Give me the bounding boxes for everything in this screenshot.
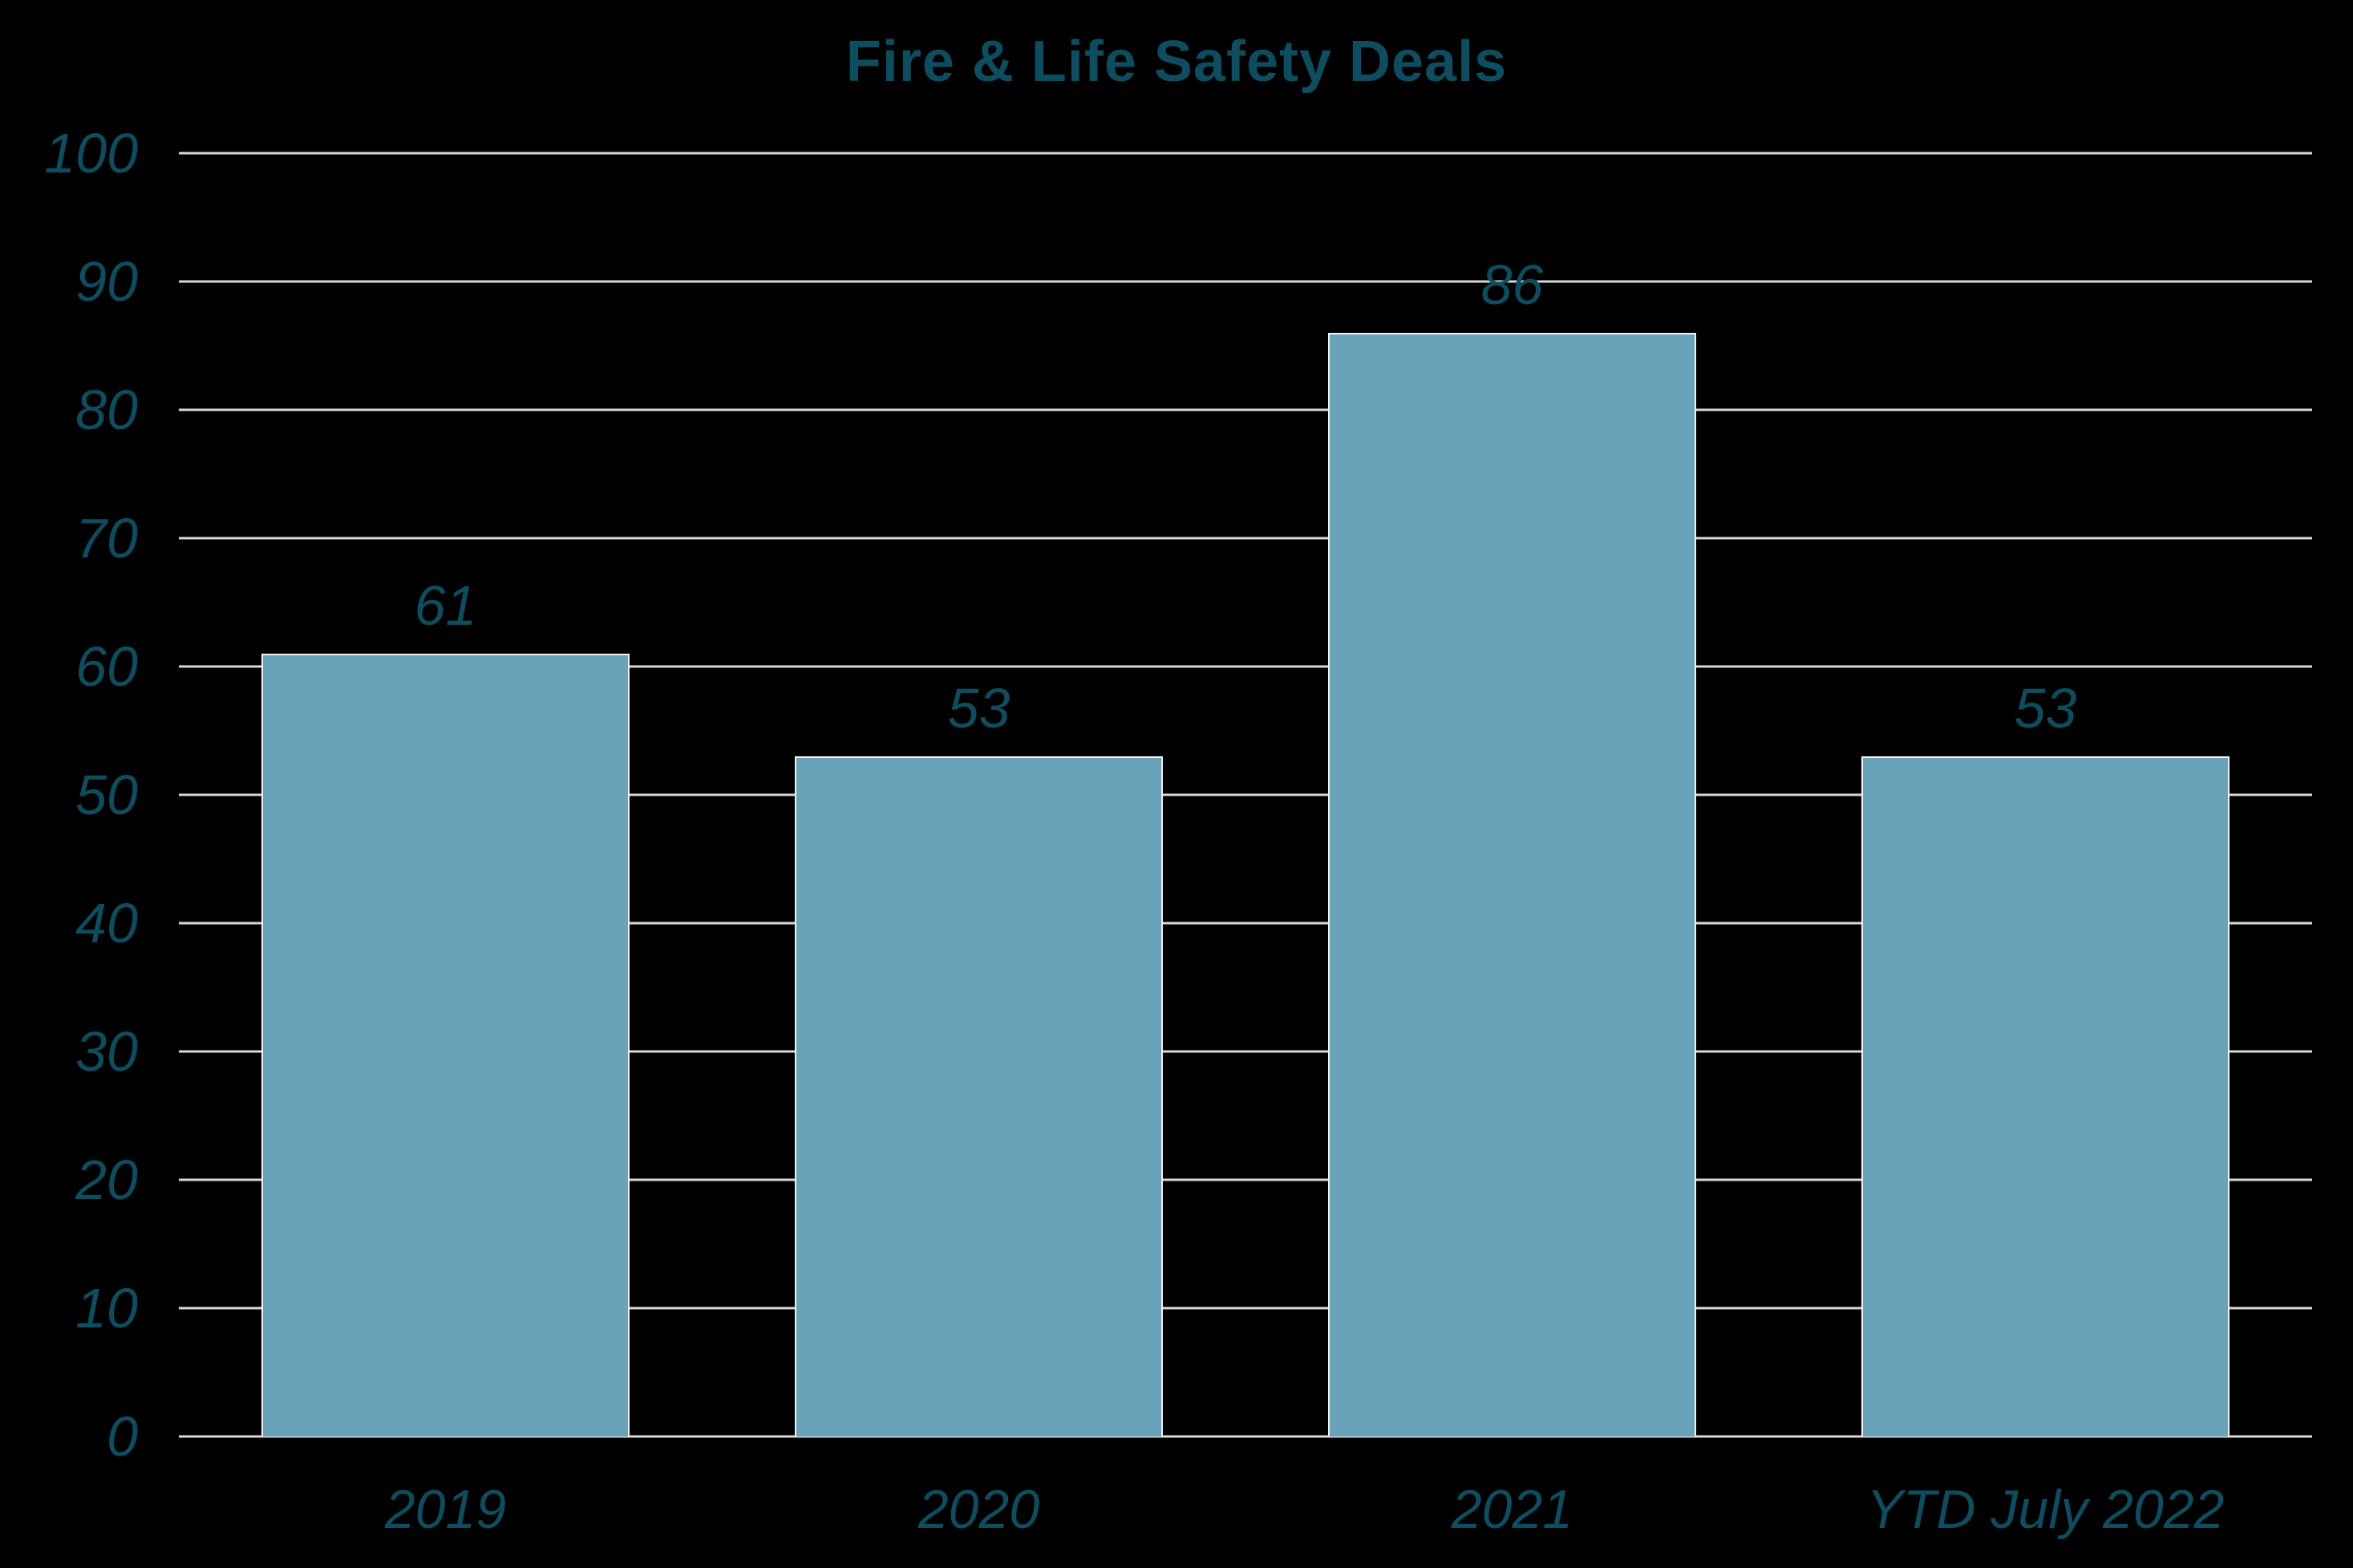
gridline <box>179 280 2312 283</box>
bar-2021: 86 <box>1328 253 1696 1436</box>
gridline <box>179 922 2312 925</box>
bar-slot: 61 <box>179 153 712 1436</box>
bar-slot: 53 <box>1779 153 2312 1436</box>
gridline <box>179 1050 2312 1053</box>
bar-value-label: 53 <box>2014 677 2077 739</box>
y-tick-label: 0 <box>107 1405 138 1468</box>
x-tick-label-2021: 2021 <box>1451 1479 1573 1540</box>
y-tick-label: 60 <box>75 635 138 698</box>
y-tick-label: 70 <box>75 507 138 569</box>
gridline <box>179 1178 2312 1181</box>
bar-value-label: 86 <box>1480 253 1544 316</box>
bar-value-label: 53 <box>947 677 1010 739</box>
bar-2019: 61 <box>261 574 630 1436</box>
gridline <box>179 665 2312 668</box>
gridline <box>179 1435 2312 1438</box>
x-tick-label-ytd-july-2022: YTD July 2022 <box>1866 1479 2225 1540</box>
gridline <box>179 793 2312 796</box>
y-tick-label: 90 <box>75 250 138 313</box>
y-tick-label: 40 <box>75 892 138 954</box>
x-tick-label-2019: 2019 <box>384 1479 507 1540</box>
gridline <box>179 152 2312 155</box>
bars-group: 61 53 86 53 <box>179 153 2312 1436</box>
gridline <box>179 408 2312 411</box>
y-tick-label: 20 <box>75 1149 138 1211</box>
y-tick-label: 10 <box>75 1277 138 1339</box>
y-tick-label: 100 <box>44 122 138 184</box>
y-axis: 100 90 80 70 60 50 40 30 20 10 0 <box>0 125 138 1465</box>
bar-2020: 53 <box>795 677 1163 1436</box>
plot-area: 61 53 86 53 <box>179 152 2312 1438</box>
x-tick-label-2020: 2020 <box>917 1479 1040 1540</box>
y-tick-label: 30 <box>75 1020 138 1083</box>
x-axis: 2019 2020 2021 YTD July 2022 <box>179 1436 2312 1541</box>
y-tick-label: 80 <box>75 379 138 441</box>
gridline <box>179 1307 2312 1310</box>
gridline <box>179 537 2312 540</box>
bar-slot: 53 <box>712 153 1245 1436</box>
bar-value-label: 61 <box>414 574 477 637</box>
chart-title: Fire & Life Safety Deals <box>845 30 1508 94</box>
bar-ytd-july-2022: 53 <box>1861 677 2229 1436</box>
y-tick-label: 50 <box>75 764 138 826</box>
bar-slot: 86 <box>1245 153 1779 1436</box>
